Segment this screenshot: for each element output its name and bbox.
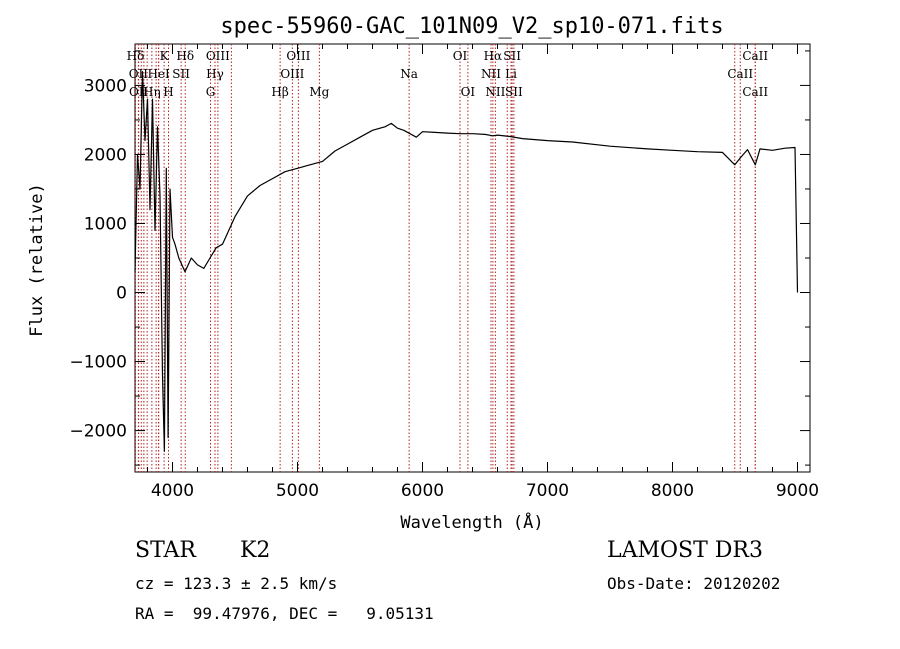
line-marker-label: Hα xyxy=(484,49,503,63)
line-marker-label: SII xyxy=(503,49,521,63)
line-marker-label: Hδ xyxy=(176,49,194,63)
line-marker-label: G xyxy=(206,85,216,99)
x-tick-label: 7000 xyxy=(526,481,569,501)
line-marker-label: CaII xyxy=(727,67,753,81)
line-marker-label: Na xyxy=(400,67,418,81)
line-marker-label: Hβ xyxy=(271,85,288,99)
line-marker-label: OII xyxy=(129,67,149,81)
x-tick-label: 6000 xyxy=(401,481,444,501)
redshift-cz: cz = 123.3 ± 2.5 km/s xyxy=(135,574,338,593)
line-marker-label: OIII xyxy=(206,49,230,63)
y-axis-label: Flux (relative) xyxy=(27,183,47,337)
line-marker-label: CaII xyxy=(742,85,768,99)
survey-name: LAMOST DR3 xyxy=(607,538,763,563)
chart-title: spec-55960-GAC_101N09_V2_sp10-071.fits xyxy=(220,14,723,39)
y-tick-label: −2000 xyxy=(69,422,127,442)
y-tick-label: 0 xyxy=(116,284,127,304)
line-marker-label: H xyxy=(163,85,173,99)
axes: 4000 5000 6000 7000 8000 9000 −2000 −1000 0 1000 2… xyxy=(69,44,819,501)
line-marker-label: Hη xyxy=(143,85,161,99)
line-marker-label: CaII xyxy=(742,49,768,63)
line-marker-label: K xyxy=(160,49,170,63)
x-tick-label: 8000 xyxy=(651,481,694,501)
object-class: STAR xyxy=(135,538,196,563)
y-tick-label: −1000 xyxy=(69,353,127,373)
line-marker-label: HeI xyxy=(147,67,170,81)
line-marker-label: Li xyxy=(505,67,517,81)
x-tick-label: 5000 xyxy=(276,481,319,501)
x-tick-label: 9000 xyxy=(776,481,819,501)
line-marker-label: SII xyxy=(505,85,523,99)
line-marker-label: NII xyxy=(485,85,505,99)
line-marker-label: SII xyxy=(172,67,190,81)
object-subclass: K2 xyxy=(240,538,271,563)
spectrum-line xyxy=(134,71,799,452)
line-marker-label: Mg xyxy=(309,85,329,99)
x-tick-label: 4000 xyxy=(151,481,194,501)
line-marker-label: OIII xyxy=(280,67,304,81)
line-marker-label: Hδ xyxy=(127,49,145,63)
y-tick-label: 1000 xyxy=(84,214,127,234)
line-marker-label: NII xyxy=(481,67,501,81)
line-marker-label: OIII xyxy=(286,49,310,63)
observation-date: Obs-Date: 20120202 xyxy=(607,574,781,593)
coordinates: RA = 99.47976, DEC = 9.05131 xyxy=(135,604,434,623)
spectrum-series xyxy=(134,71,799,452)
line-marker-label: OI xyxy=(461,85,476,99)
spectral-line-markers xyxy=(135,44,756,472)
x-axis-label: Wavelength (Å) xyxy=(400,511,543,533)
plot-frame xyxy=(134,43,811,473)
y-tick-label: 2000 xyxy=(84,145,127,165)
line-marker-label: Hγ xyxy=(206,67,224,81)
line-marker-label: OI xyxy=(453,49,468,63)
y-tick-label: 3000 xyxy=(84,76,127,96)
